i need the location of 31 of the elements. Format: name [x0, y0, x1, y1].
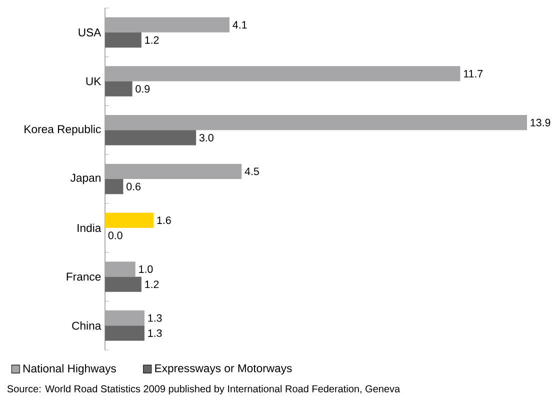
y-tick-label: India — [78, 224, 102, 232]
data-label: 13.9 — [530, 118, 550, 126]
bar — [105, 17, 230, 32]
bar — [105, 66, 460, 82]
bar — [105, 115, 528, 130]
data-label: 1.3 — [148, 314, 162, 322]
data-label: 3.0 — [199, 134, 214, 142]
data-label: 1.6 — [157, 216, 171, 224]
data-label: 1.0 — [139, 265, 153, 273]
data-label: 1.3 — [148, 329, 162, 337]
bar — [105, 164, 242, 180]
y-tick-label: France — [66, 272, 101, 281]
data-label: 1.2 — [145, 36, 159, 44]
y-tick-label: China — [72, 321, 102, 330]
y-tick-label: Japan — [70, 174, 100, 184]
bar — [105, 262, 136, 277]
bar — [105, 310, 144, 326]
legend-label: National Highways — [23, 364, 116, 375]
bar — [105, 212, 154, 228]
legend-label: Expressways or Motorways — [155, 364, 292, 374]
y-tick-label: UK — [86, 77, 102, 86]
data-label: 4.1 — [232, 21, 247, 29]
data-label: 1.2 — [145, 280, 159, 288]
y-tick-label: Korea Republic — [24, 124, 101, 136]
data-label: 0.0 — [108, 232, 122, 240]
data-label: 0.9 — [136, 85, 150, 93]
data-label: 11.7 — [464, 70, 483, 78]
source-note: Source: World Road Statistics 2009 published by International Road Federation, Geneva — [7, 385, 400, 394]
y-tick-label: USA — [78, 28, 102, 36]
data-label: 0.6 — [126, 182, 141, 190]
data-label: 4.5 — [244, 168, 259, 176]
